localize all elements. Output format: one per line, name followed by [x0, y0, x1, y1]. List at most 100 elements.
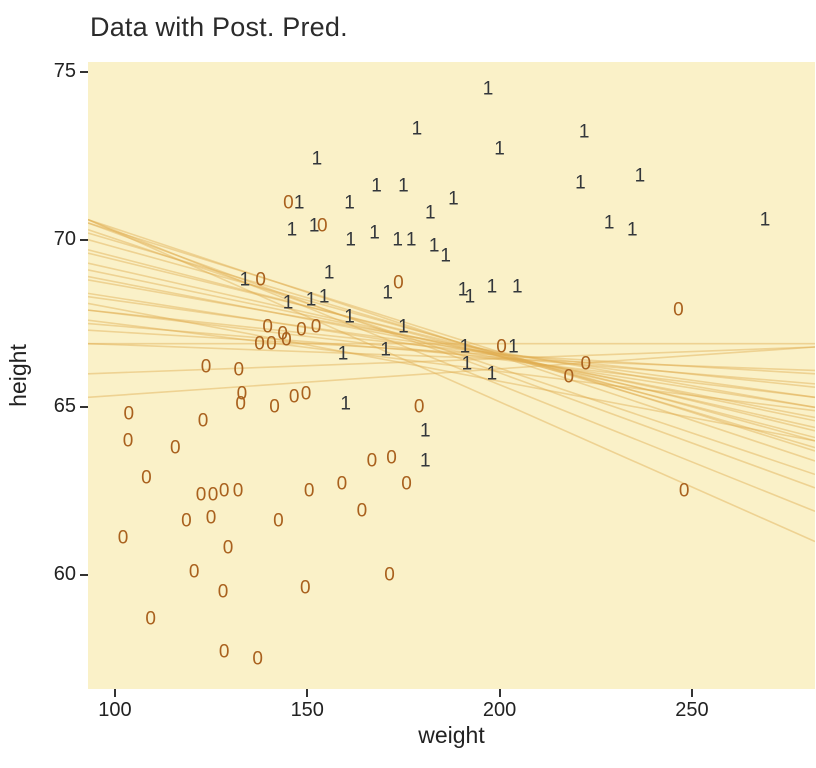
- data-point-1: 1: [486, 276, 498, 298]
- data-point-1: 1: [345, 229, 357, 251]
- data-point-1: 1: [239, 269, 251, 291]
- y-tick-label: 70: [53, 227, 76, 250]
- data-point-1: 1: [448, 188, 459, 210]
- data-point-0: 0: [300, 383, 312, 405]
- posterior-line: [88, 228, 815, 476]
- data-point-0: 0: [386, 447, 397, 469]
- data-point-0: 0: [252, 648, 263, 670]
- data-point-0: 0: [401, 473, 412, 495]
- data-point-1: 1: [318, 286, 330, 308]
- data-point-0: 0: [236, 383, 248, 405]
- data-point-1: 1: [369, 222, 380, 244]
- data-point-1: 1: [464, 286, 476, 308]
- x-tick-mark: [498, 689, 501, 697]
- data-point-0: 0: [255, 269, 266, 291]
- data-point-1: 1: [420, 450, 431, 472]
- data-point-1: 1: [482, 78, 494, 100]
- data-point-0: 0: [222, 537, 234, 559]
- data-point-1: 1: [308, 215, 320, 237]
- posterior-line: [88, 252, 815, 432]
- posterior-line: [88, 309, 815, 389]
- x-tick-mark: [306, 689, 309, 697]
- chart-title: Data with Post. Pred.: [90, 12, 348, 42]
- data-point-0: 0: [281, 329, 292, 351]
- posterior-line: [88, 218, 815, 513]
- x-tick-mark: [113, 689, 116, 697]
- data-point-1: 1: [494, 138, 505, 160]
- posterior-line: [88, 222, 815, 452]
- data-point-1: 1: [398, 175, 409, 197]
- data-point-1: 1: [508, 336, 519, 358]
- data-point-0: 0: [356, 500, 368, 522]
- data-point-1: 1: [382, 282, 393, 304]
- data-point-1: 1: [578, 121, 590, 143]
- y-tick-label: 65: [53, 395, 76, 418]
- data-point-0: 0: [310, 316, 322, 338]
- data-point-0: 0: [254, 333, 265, 355]
- data-point-0: 0: [673, 299, 684, 321]
- data-point-0: 0: [300, 577, 311, 599]
- data-point-0: 0: [200, 356, 212, 378]
- data-point-1: 1: [440, 245, 452, 267]
- data-point-1: 1: [286, 219, 298, 241]
- posterior-line: [88, 279, 815, 409]
- posterior-line: [88, 346, 815, 399]
- x-tick-label: 200: [482, 699, 517, 721]
- data-point-0: 0: [122, 430, 134, 452]
- data-point-0: 0: [233, 359, 245, 381]
- data-point-0: 0: [366, 450, 378, 472]
- data-point-1: 1: [405, 229, 417, 251]
- data-point-1: 1: [634, 165, 646, 187]
- data-point-0: 0: [283, 192, 294, 214]
- data-point-0: 0: [217, 581, 229, 603]
- posterior-line: [88, 292, 815, 409]
- data-point-0: 0: [170, 437, 181, 459]
- posterior-line: [88, 275, 815, 419]
- y-axis-label: height: [0, 62, 36, 689]
- data-point-0: 0: [277, 323, 288, 345]
- data-point-0: 0: [207, 484, 219, 506]
- data-point-0: 0: [205, 507, 217, 529]
- data-point-0: 0: [269, 396, 280, 418]
- data-point-1: 1: [459, 336, 471, 358]
- data-point-0: 0: [262, 316, 273, 338]
- x-tick-label: 150: [290, 699, 324, 721]
- data-point-1: 1: [603, 212, 615, 234]
- data-point-0: 0: [235, 393, 246, 415]
- data-point-1: 1: [411, 118, 423, 140]
- posterior-lines: [88, 218, 815, 543]
- data-point-0: 0: [266, 333, 277, 355]
- posterior-line: [88, 295, 815, 399]
- data-point-1: 1: [398, 316, 409, 338]
- data-point-0: 0: [117, 527, 129, 549]
- data-point-1: 1: [759, 209, 771, 231]
- data-point-1: 1: [371, 175, 382, 197]
- data-point-1: 1: [575, 172, 586, 194]
- x-tick-label: 100: [98, 699, 132, 721]
- data-point-1: 1: [282, 292, 294, 314]
- data-point-1: 1: [392, 229, 403, 251]
- y-tick-mark: [80, 71, 88, 74]
- x-tick-mark: [690, 689, 693, 697]
- data-point-1: 1: [486, 363, 498, 385]
- data-point-1: 1: [511, 276, 523, 298]
- data-point-0: 0: [303, 480, 315, 502]
- data-point-0: 0: [336, 473, 348, 495]
- posterior-line: [88, 262, 815, 429]
- data-point-1: 1: [305, 289, 317, 311]
- data-point-0: 0: [145, 608, 156, 630]
- posterior-line: [88, 322, 815, 385]
- y-tick-mark: [80, 238, 88, 241]
- data-point-1: 1: [293, 192, 305, 214]
- data-point-0: 0: [195, 484, 207, 506]
- data-point-1: 1: [380, 339, 392, 361]
- y-tick-label: 75: [53, 60, 76, 83]
- data-point-1: 1: [457, 279, 469, 301]
- posterior-line: [88, 319, 815, 412]
- data-point-0: 0: [413, 396, 425, 418]
- data-point-1: 1: [337, 343, 349, 365]
- y-tick-label: 60: [53, 563, 76, 585]
- data-point-0: 0: [580, 353, 592, 375]
